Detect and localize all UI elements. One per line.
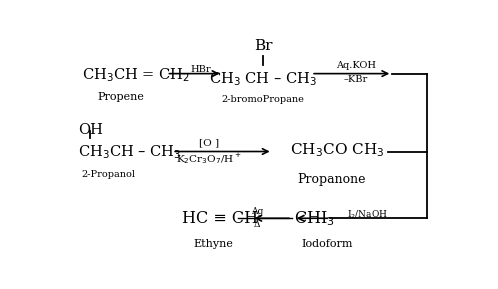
Text: Ag: Ag — [251, 207, 263, 216]
Text: HBr: HBr — [191, 65, 212, 74]
Text: CH$_3$ CH – CH$_3$: CH$_3$ CH – CH$_3$ — [209, 70, 317, 88]
Text: –KBr: –KBr — [344, 75, 368, 84]
Text: Ethyne: Ethyne — [193, 239, 234, 249]
Text: CH$_3$CO CH$_3$: CH$_3$CO CH$_3$ — [290, 142, 384, 159]
Text: [O ]: [O ] — [199, 138, 219, 147]
Text: Br: Br — [253, 39, 272, 53]
Text: 2-bromoPropane: 2-bromoPropane — [222, 95, 304, 104]
Text: HC ≡ CH: HC ≡ CH — [182, 210, 258, 227]
Text: Propene: Propene — [97, 92, 144, 102]
Text: Aq.KOH: Aq.KOH — [336, 61, 375, 70]
Text: Δ: Δ — [254, 221, 260, 229]
Text: 2-Propanol: 2-Propanol — [82, 171, 135, 179]
Text: CHI$_3$: CHI$_3$ — [294, 209, 335, 228]
Text: CH$_3$CH = CH$_2$: CH$_3$CH = CH$_2$ — [82, 66, 190, 84]
Text: K$_2$Cr$_3$O$_7$/H$^+$: K$_2$Cr$_3$O$_7$/H$^+$ — [176, 151, 242, 166]
Text: CH$_3$CH – CH$_3$: CH$_3$CH – CH$_3$ — [78, 144, 181, 162]
Text: Iodoform: Iodoform — [302, 239, 353, 249]
Text: Propanone: Propanone — [298, 173, 366, 186]
Text: OH: OH — [78, 123, 103, 137]
Text: I$_2$/NaOH: I$_2$/NaOH — [347, 209, 387, 221]
